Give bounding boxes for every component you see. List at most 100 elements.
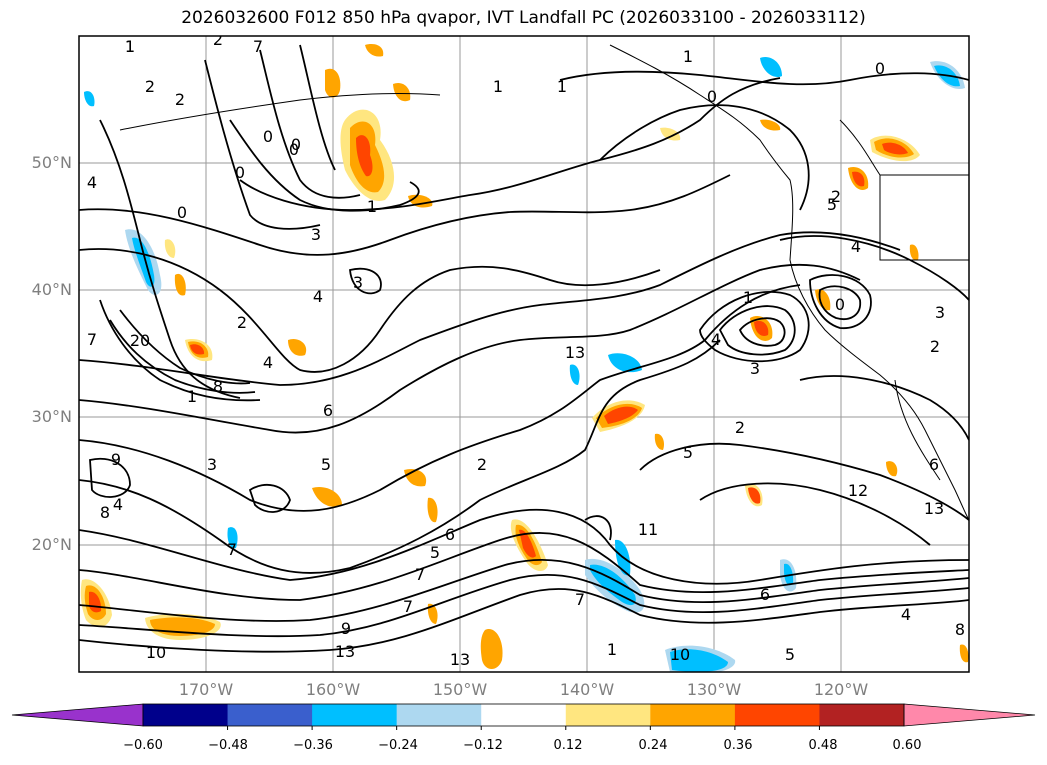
contour-label: 3 <box>935 303 945 322</box>
contour-label: 8 <box>213 377 223 396</box>
lon-label-130w: 130°W <box>686 680 742 699</box>
colorbar-outline <box>142 703 905 727</box>
contour-label: 13 <box>450 650 470 669</box>
contour-label: 9 <box>341 619 351 638</box>
contour-label: 0 <box>291 135 301 154</box>
contour-label: 7 <box>575 590 585 609</box>
contour-label: 2 <box>930 337 940 356</box>
colorbar-extend-high <box>903 703 1036 727</box>
contour-label: 7 <box>253 37 263 56</box>
colorbar-tick-label: −0.36 <box>293 738 333 753</box>
colorbar-tick-label: 0.24 <box>638 738 668 753</box>
contour-label: 1 <box>187 387 197 406</box>
colorbar-bin <box>143 704 229 726</box>
contour-label: 2 <box>831 187 841 206</box>
lat-label-20n: 20°N <box>31 535 72 554</box>
lon-label-160w: 160°W <box>305 680 361 699</box>
colorbar-tick-label: 0.12 <box>553 738 583 753</box>
contour-label: 4 <box>711 330 721 349</box>
colorbar-tick-label: −0.60 <box>123 738 163 753</box>
contour-label: 11 <box>638 520 658 539</box>
contour-label: 12 <box>848 481 868 500</box>
contour-label: 2 <box>213 30 223 49</box>
contour-lines <box>79 44 969 653</box>
contour-label: 13 <box>924 499 944 518</box>
contour-label: 5 <box>683 443 693 462</box>
contour-label: 10 <box>146 643 166 662</box>
contour-label: 3 <box>311 225 321 244</box>
colorbar <box>11 703 1036 730</box>
contour-label: 2 <box>477 455 487 474</box>
colorbar-tick-label: −0.12 <box>463 738 503 753</box>
colorbar-bin <box>396 704 482 726</box>
plot-title: 2026032600 F012 850 hPa qvapor, IVT Land… <box>181 8 866 28</box>
colorbar-bin <box>481 704 567 726</box>
contour-label: 2 <box>145 77 155 96</box>
contour-label: 1 <box>743 288 753 307</box>
contour-label: 5 <box>827 195 837 214</box>
contour-label: 6 <box>760 585 770 604</box>
contour-label: 3 <box>353 273 363 292</box>
contour-label: 5 <box>430 543 440 562</box>
shaded-fields <box>80 44 969 672</box>
colorbar-bin <box>650 704 736 726</box>
contour-label: 6 <box>323 401 333 420</box>
contour-label: 1 <box>367 197 377 216</box>
contour-label: 6 <box>445 525 455 544</box>
contour-label: 8 <box>100 503 110 522</box>
lon-label-140w: 140°W <box>559 680 615 699</box>
lon-label-120w: 120°W <box>813 680 869 699</box>
contour-label: 0 <box>177 203 187 222</box>
contour-label: 10 <box>670 645 690 664</box>
contour-label: 4 <box>87 173 97 192</box>
lon-label-170w: 170°W <box>178 680 234 699</box>
contour-label: 8 <box>955 620 965 639</box>
colorbar-tick-label: 0.36 <box>723 738 753 753</box>
contour-label: 2 <box>237 313 247 332</box>
contour-label: 1 <box>125 37 135 56</box>
colorbar-tick-label: 0.48 <box>808 738 838 753</box>
contour-label: 5 <box>321 455 331 474</box>
contour-label: 7 <box>87 330 97 349</box>
contour-label: 0 <box>875 59 885 78</box>
contour-label: 4 <box>113 495 123 514</box>
contour-label: 0 <box>707 87 717 106</box>
contour-label: 7 <box>227 540 237 559</box>
contour-label: 4 <box>901 605 911 624</box>
contour-label: 1 <box>557 77 567 96</box>
lat-label-50n: 50°N <box>31 153 72 172</box>
lat-label-40n: 40°N <box>31 280 72 299</box>
contour-label: 5 <box>785 645 795 664</box>
map-frame <box>78 35 970 673</box>
contour-label: 9 <box>111 450 121 469</box>
lat-label-30n: 30°N <box>31 407 72 426</box>
colorbar-bin <box>819 704 905 726</box>
contour-label: 1 <box>125 37 135 56</box>
contour-label: 7 <box>403 597 413 616</box>
contour-label: 20 <box>130 331 150 350</box>
lon-label-150w: 150°W <box>432 680 488 699</box>
contour-label: 3 <box>207 455 217 474</box>
contour-label: 13 <box>335 642 355 661</box>
contour-label: 1 <box>607 640 617 659</box>
colorbar-extend-low <box>11 703 144 727</box>
contour-label: 0 <box>835 295 845 314</box>
colorbar-bin <box>312 704 398 726</box>
contour-label: 7 <box>415 565 425 584</box>
colorbar-bin <box>734 704 820 726</box>
contour-label: 3 <box>750 359 760 378</box>
contour-label: 6 <box>929 455 939 474</box>
contour-label: 13 <box>565 343 585 362</box>
contour-label: 1 <box>493 77 503 96</box>
contour-label: 0 <box>263 127 273 146</box>
contour-label: 4 <box>313 287 323 306</box>
contour-label: 2 <box>175 90 185 109</box>
contour-label: 0 <box>289 140 299 159</box>
colorbar-bin <box>565 704 651 726</box>
colorbar-tick-label: −0.48 <box>208 738 248 753</box>
colorbar-tick-label: −0.24 <box>378 738 418 753</box>
colorbar-bin <box>227 704 313 726</box>
coastline <box>119 44 969 521</box>
